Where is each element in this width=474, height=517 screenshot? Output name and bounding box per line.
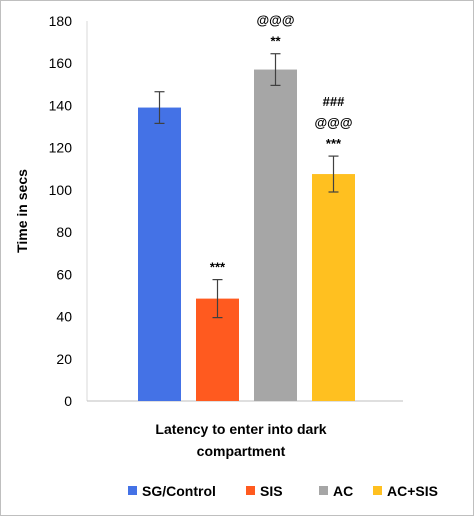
y-tick-label: 120 <box>49 140 73 156</box>
legend-swatch <box>246 486 255 495</box>
y-tick-label: 140 <box>49 97 73 113</box>
legend-label: AC+SIS <box>387 483 438 499</box>
y-tick-label: 40 <box>56 309 72 325</box>
bar-sg-control <box>138 107 181 402</box>
significance-marker: @@@ <box>256 13 294 28</box>
x-axis-label-line-2: compartment <box>197 443 286 459</box>
y-tick-label: 160 <box>49 55 73 71</box>
significance-marker: *** <box>326 136 342 151</box>
y-tick-label: 180 <box>49 13 73 29</box>
y-tick-label: 20 <box>56 351 72 367</box>
bars-layer: *****@@@***@@@### <box>138 13 355 402</box>
legend-label: AC <box>333 483 353 499</box>
legend-swatch <box>128 486 137 495</box>
bar-ac-sis <box>312 174 355 401</box>
axis-layer: 0 20 40 60 80 100 120 140 160 180 <box>49 13 403 409</box>
significance-marker: ** <box>270 34 281 49</box>
legend-label: SG/Control <box>142 483 216 499</box>
legend-label: SIS <box>260 483 283 499</box>
significance-marker: @@@ <box>314 115 352 130</box>
legend: SG/Control SIS AC AC+SIS <box>128 483 438 499</box>
y-tick-label: 80 <box>56 224 72 240</box>
significance-marker: *** <box>210 260 226 275</box>
y-tick-label: 60 <box>56 266 72 282</box>
y-tick-labels: 0 20 40 60 80 100 120 140 160 180 <box>49 13 73 409</box>
y-axis-label: Time in secs <box>14 169 30 253</box>
x-axis-label-line-1: Latency to enter into dark <box>155 421 326 437</box>
y-tick-label: 0 <box>64 393 72 409</box>
bar-ac <box>254 69 297 402</box>
legend-swatch <box>319 486 328 495</box>
significance-marker: ### <box>323 94 345 109</box>
legend-swatch <box>373 486 382 495</box>
y-tick-label: 100 <box>49 182 73 198</box>
